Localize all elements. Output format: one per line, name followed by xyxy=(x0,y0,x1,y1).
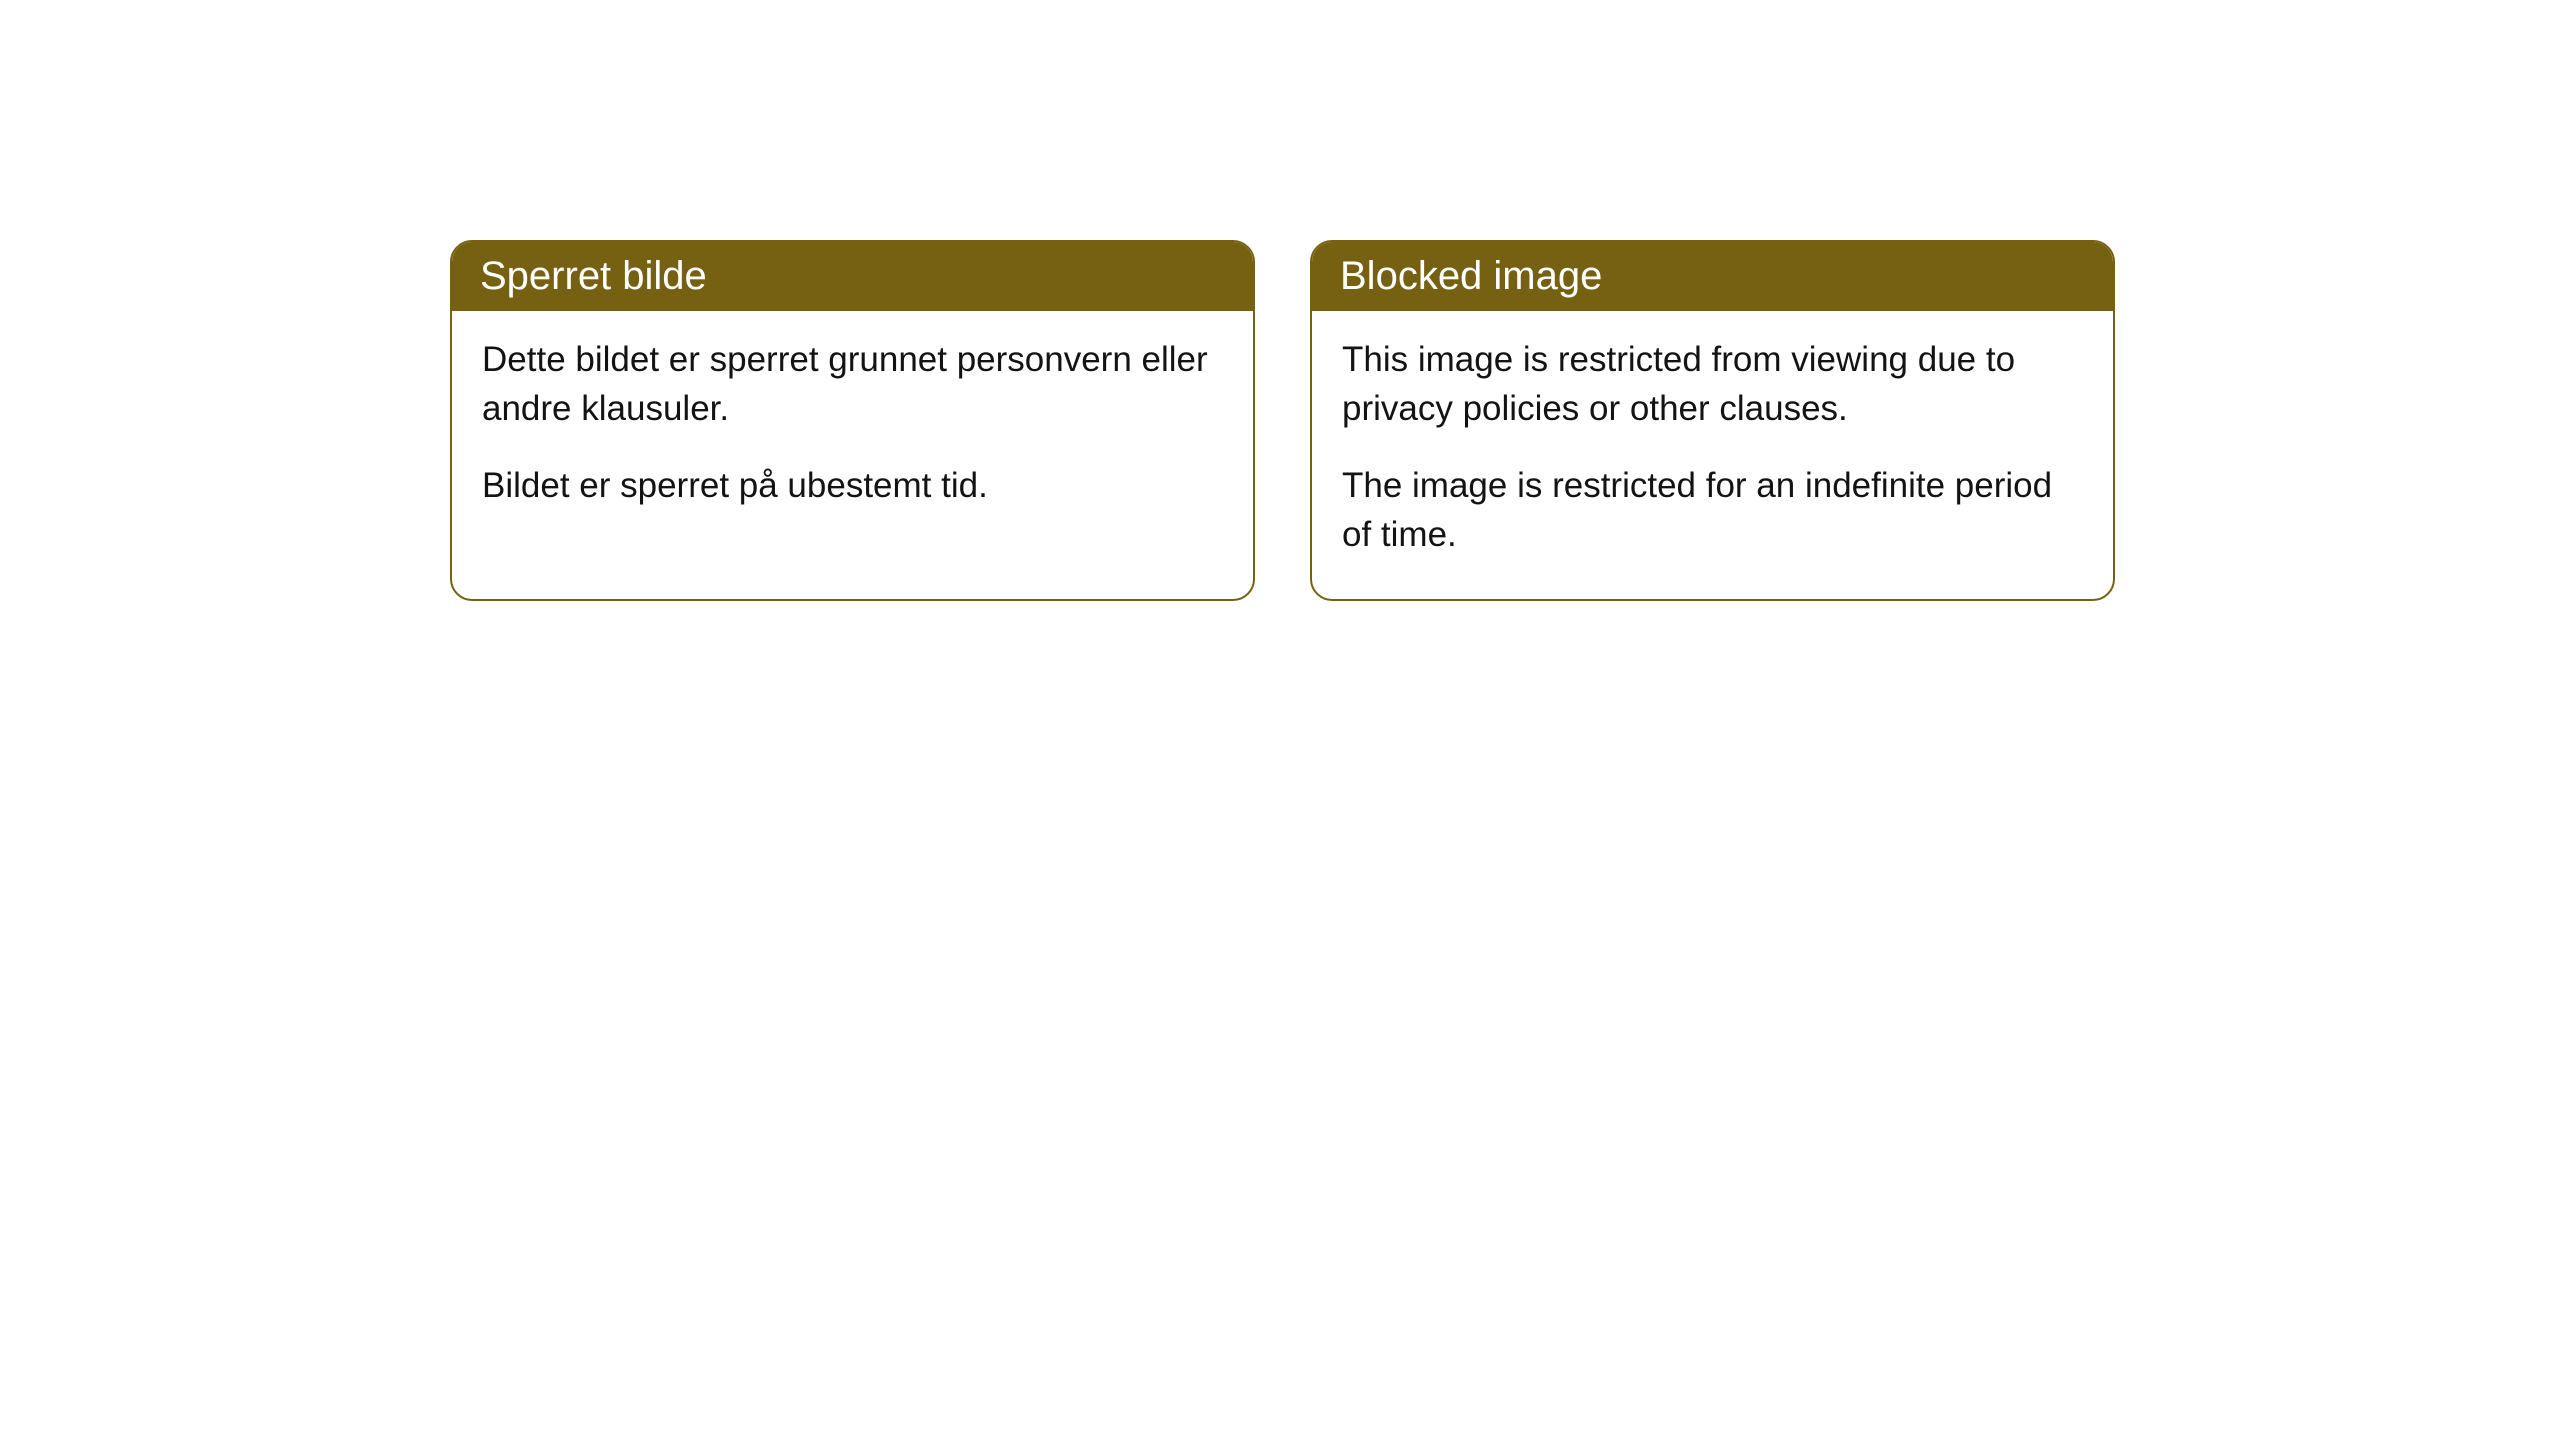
card-text-english-1: This image is restricted from viewing du… xyxy=(1342,335,2083,433)
card-norwegian: Sperret bilde Dette bildet er sperret gr… xyxy=(450,240,1255,601)
card-body-norwegian: Dette bildet er sperret grunnet personve… xyxy=(452,311,1253,550)
card-container: Sperret bilde Dette bildet er sperret gr… xyxy=(450,240,2115,601)
card-body-english: This image is restricted from viewing du… xyxy=(1312,311,2113,599)
card-text-norwegian-1: Dette bildet er sperret grunnet personve… xyxy=(482,335,1223,433)
card-header-norwegian: Sperret bilde xyxy=(452,242,1253,311)
card-header-english: Blocked image xyxy=(1312,242,2113,311)
card-text-english-2: The image is restricted for an indefinit… xyxy=(1342,461,2083,559)
card-text-norwegian-2: Bildet er sperret på ubestemt tid. xyxy=(482,461,1223,510)
card-english: Blocked image This image is restricted f… xyxy=(1310,240,2115,601)
